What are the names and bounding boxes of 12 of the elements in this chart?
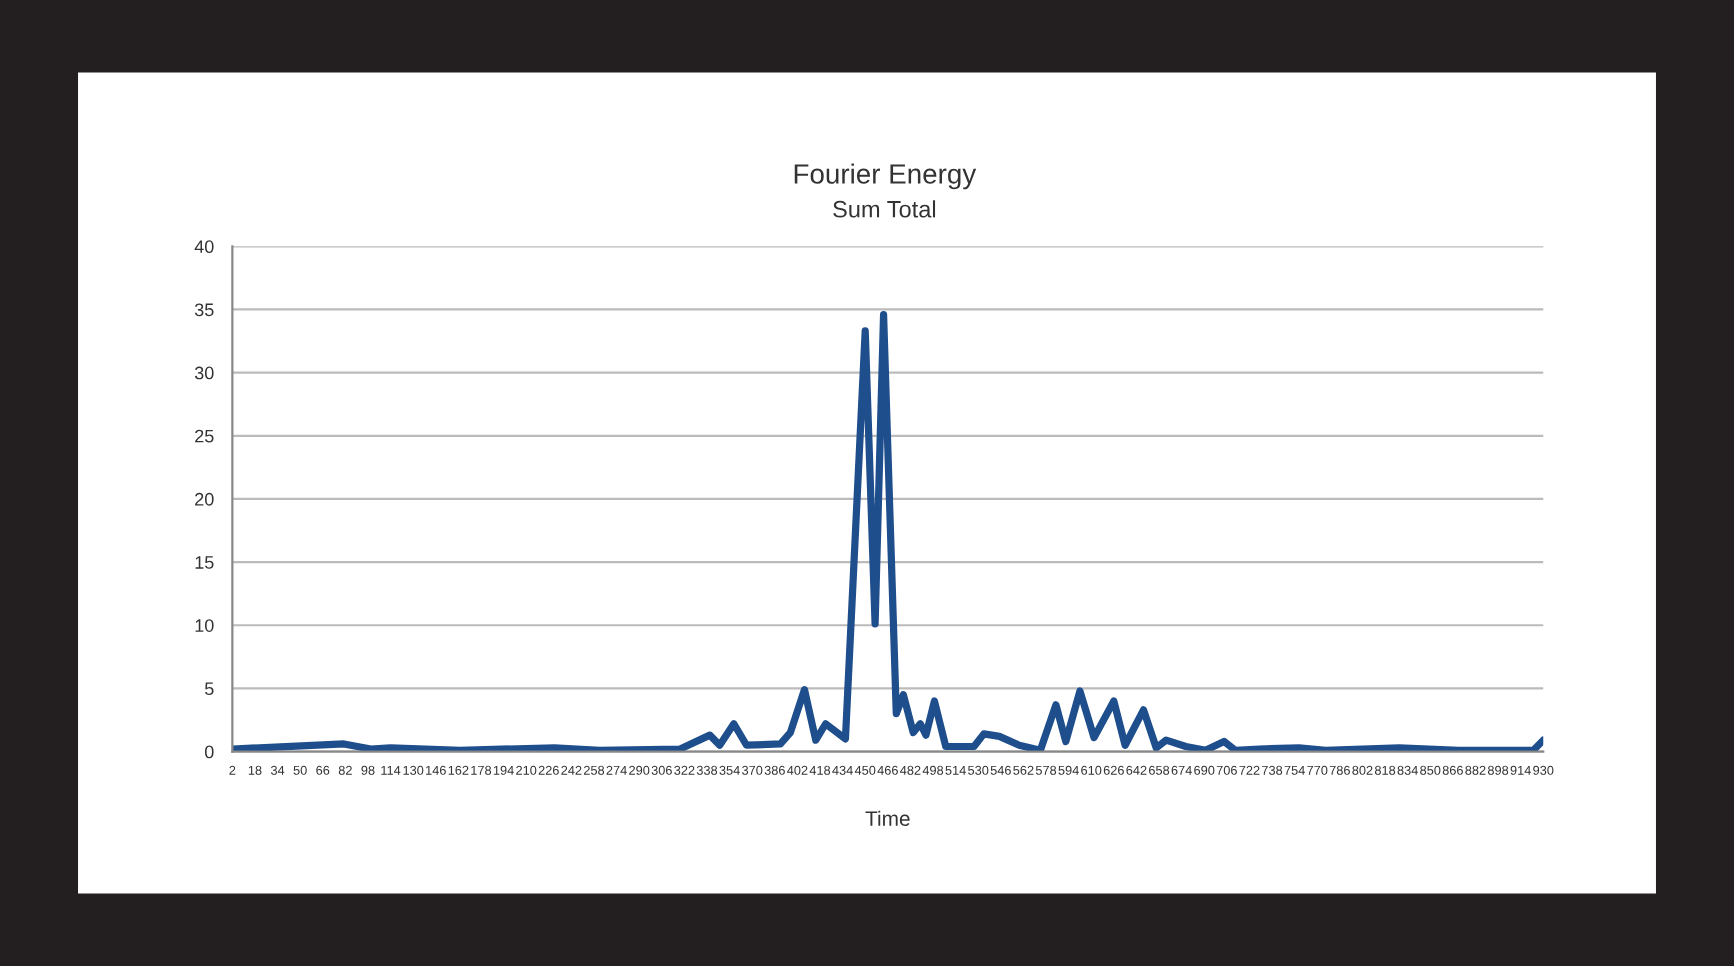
y-tick-label: 10 xyxy=(195,619,214,632)
y-tick-label: 0 xyxy=(204,745,214,759)
y-tick-label: 20 xyxy=(195,492,214,506)
x-axis-title: Time xyxy=(865,810,910,826)
y-tick-label: 15 xyxy=(195,556,214,569)
y-tick-label: 25 xyxy=(195,429,214,443)
y-tick-label: 40 xyxy=(194,240,214,254)
y-tick-label: 5 xyxy=(204,682,214,696)
y-tick-label: 30 xyxy=(194,366,214,380)
chart-title: Fourier Energy xyxy=(794,163,977,190)
chart-subtitle: Sum Total xyxy=(833,200,936,218)
y-tick-label: 35 xyxy=(194,303,214,317)
